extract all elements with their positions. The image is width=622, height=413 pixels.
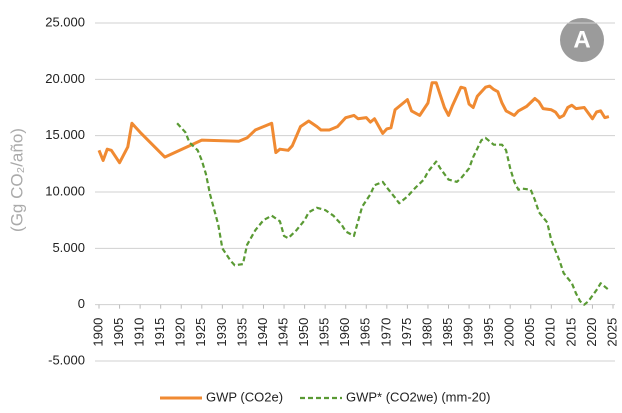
x-tick-label: 2010 <box>543 318 558 347</box>
y-axis-label: (Gg CO₂/año) <box>7 128 26 232</box>
x-tick-label: 1965 <box>358 318 373 347</box>
x-tick-label: 1935 <box>234 318 249 347</box>
badge-label: A <box>573 26 590 53</box>
y-tick-label: 15.000 <box>45 127 85 142</box>
x-tick-label: 1970 <box>378 318 393 347</box>
x-tick-label: 2005 <box>522 318 537 347</box>
legend-label: GWP (CO2e) <box>206 389 283 404</box>
x-tick-label: 2015 <box>563 318 578 347</box>
x-tick-label: 2000 <box>502 318 517 347</box>
x-tick-label: 1920 <box>173 318 188 347</box>
x-tick-label: 1990 <box>461 318 476 347</box>
x-tick-label: 1915 <box>152 318 167 347</box>
legend-label: GWP* (CO2we) (mm-20) <box>346 389 490 404</box>
badge-circle <box>560 18 604 62</box>
x-tick-label: 1985 <box>440 318 455 347</box>
x-tick-label: 1910 <box>132 318 147 347</box>
x-tick-label: 1940 <box>255 318 270 347</box>
x-tick-label: 1975 <box>399 318 414 347</box>
y-tick-label: 5.000 <box>52 240 85 255</box>
y-tick-label: -5.000 <box>48 352 85 367</box>
x-tick-label: 1950 <box>296 318 311 347</box>
x-tick-label: 2025 <box>604 318 619 347</box>
y-tick-label: 10.000 <box>45 183 85 198</box>
x-tick-label: 1925 <box>193 318 208 347</box>
series-line <box>176 122 610 306</box>
x-tick-label: 1900 <box>90 318 105 347</box>
y-tick-label: 20.000 <box>45 71 85 86</box>
x-tick-label: 1960 <box>337 318 352 347</box>
y-tick-label: 0 <box>78 296 85 311</box>
x-tick-label: 1905 <box>111 318 126 347</box>
x-tick-label: 1955 <box>317 318 332 347</box>
x-tick-label: 1980 <box>419 318 434 347</box>
x-tick-label: 1995 <box>481 318 496 347</box>
y-tick-label: 25.000 <box>45 14 85 29</box>
series-line <box>97 81 610 165</box>
x-tick-label: 2020 <box>584 318 599 347</box>
x-tick-label: 1930 <box>214 318 229 347</box>
x-tick-label: 1945 <box>275 318 290 347</box>
